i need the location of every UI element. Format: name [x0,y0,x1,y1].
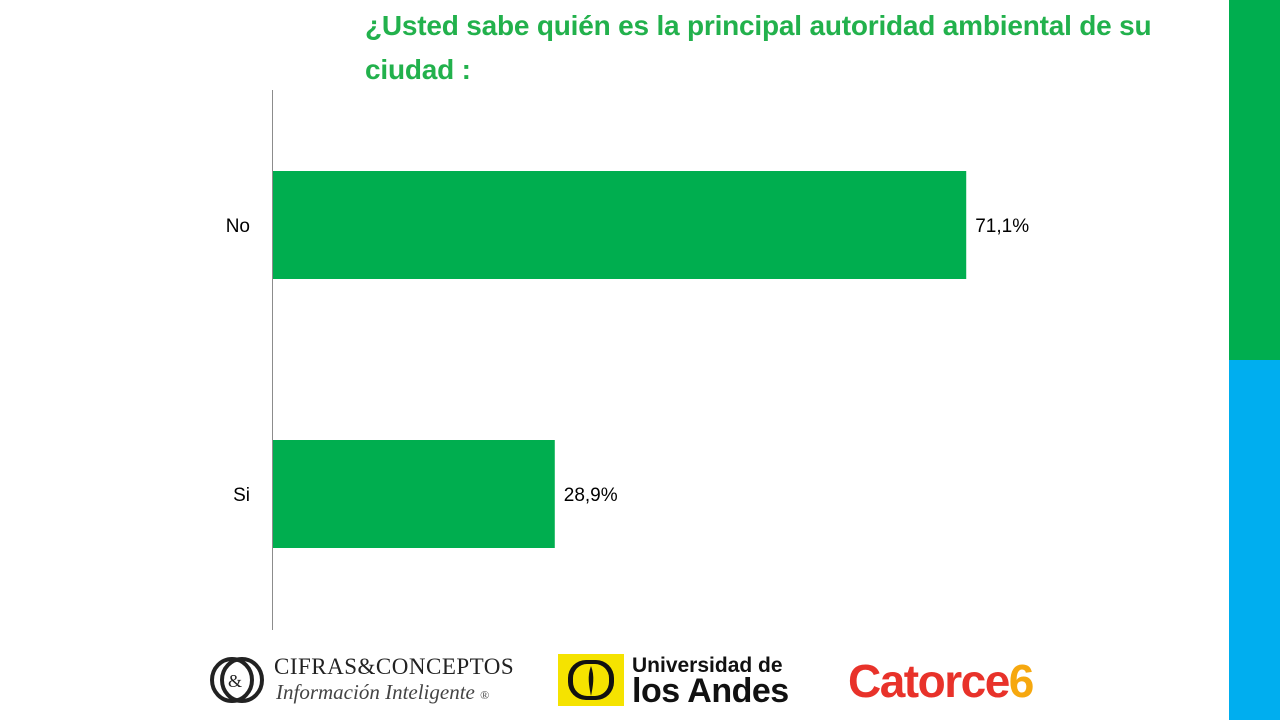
catorce6-logo: Catorce6 [848,650,1148,712]
cifras-name: CIFRAS&CONCEPTOS [274,654,515,679]
bar-si [273,440,555,548]
bar-no [273,171,967,279]
cifras-conceptos-logo: & CIFRAS&CONCEPTOS Información Inteligen… [208,650,538,710]
category-label-si: Si [233,485,250,506]
chart-title: ¿Usted sabe quién es la principal autori… [365,10,1152,85]
side-accent-green [1229,0,1280,360]
uniandes-logo: Universidad de los Andes [556,650,826,712]
uniandes-line1: Universidad de [632,654,783,677]
bar-chart: No 71,1% Si 28,9% [226,90,1029,630]
value-label-no: 71,1% [975,216,1029,237]
category-label-no: No [226,216,250,237]
logo-strip: & CIFRAS&CONCEPTOS Información Inteligen… [0,650,1228,720]
value-label-si: 28,9% [564,485,618,506]
uniandes-line2: los Andes [632,672,789,710]
cifras-mark-icon: & [210,657,264,703]
catorce6-wordmark: Catorce6 [848,655,1034,707]
uniandes-shield-icon [558,654,624,706]
svg-text:&: & [228,671,242,691]
side-accent-blue [1229,360,1280,720]
cifras-tagline: Información Inteligente ® [276,680,490,704]
